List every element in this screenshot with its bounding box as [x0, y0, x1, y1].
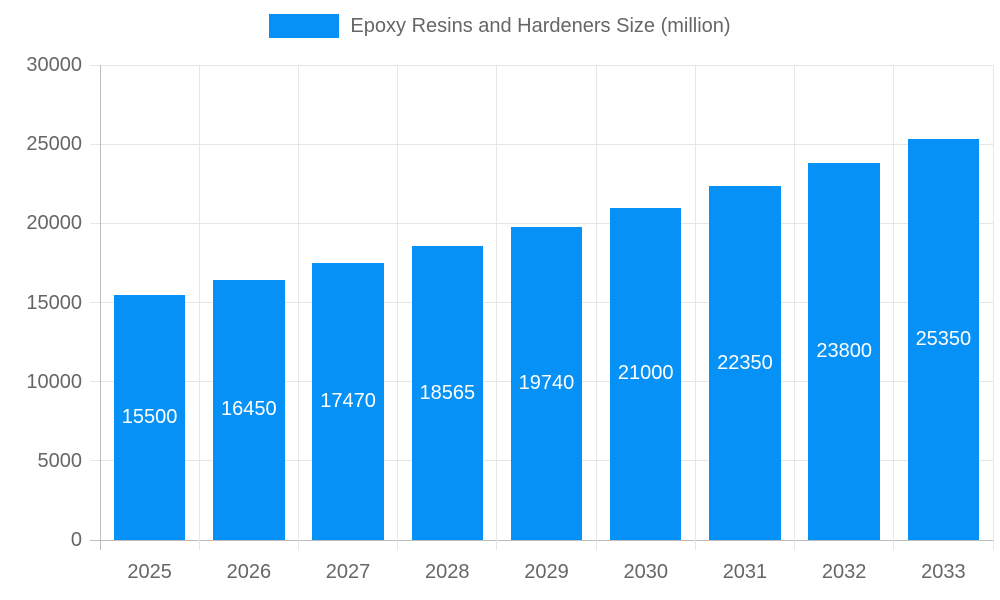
- x-gridline: [496, 65, 498, 550]
- bar: 17470: [312, 263, 384, 540]
- x-tick-label: 2032: [821, 561, 867, 583]
- x-gridline: [893, 65, 895, 550]
- bar: 19740: [510, 227, 583, 540]
- bar-value-label: 18565: [419, 381, 476, 404]
- x-gridline: [694, 65, 696, 550]
- bar: 22350: [709, 186, 781, 540]
- x-gridline: [794, 65, 796, 550]
- y-tick-label: 20000: [26, 212, 82, 235]
- y-tick-label: 30000: [26, 54, 82, 76]
- legend-swatch: [269, 14, 340, 38]
- x-tick-label: 2030: [623, 561, 668, 583]
- x-gridline: [397, 65, 399, 550]
- x-gridline: [99, 65, 101, 550]
- bar: 15500: [113, 294, 186, 540]
- y-tick-label: 0: [70, 529, 82, 551]
- y-tick-label: 10000: [26, 370, 82, 393]
- x-gridline: [595, 65, 597, 550]
- x-gridline: [198, 65, 200, 550]
- y-tick-label: 15000: [26, 291, 82, 314]
- legend-label: Epoxy Resins and Hardeners Size (million…: [350, 14, 731, 37]
- x-tick-label: 2026: [226, 561, 272, 583]
- bar: 21000: [610, 207, 682, 540]
- x-tick-label: 2028: [425, 561, 470, 583]
- x-gridline: [992, 65, 994, 550]
- bar-value-label: 22350: [717, 351, 773, 374]
- x-tick-label: 2025: [127, 561, 172, 583]
- bar-value-label: 15500: [121, 405, 178, 428]
- x-tick-label: 2027: [325, 561, 371, 583]
- y-gridline: [90, 222, 993, 224]
- y-tick-label: 5000: [37, 449, 83, 472]
- legend[interactable]: Epoxy Resins and Hardeners Size (million…: [0, 14, 1000, 38]
- bar-value-label: 21000: [617, 362, 674, 385]
- bar: 18565: [411, 246, 483, 540]
- bar-value-label: 23800: [816, 340, 872, 363]
- bar-value-label: 17470: [320, 390, 376, 413]
- bar: 16450: [213, 279, 285, 540]
- x-tick-label: 2033: [921, 561, 966, 583]
- x-gridline: [297, 65, 299, 550]
- y-gridline: [90, 539, 993, 541]
- bar: 25350: [907, 138, 980, 540]
- y-gridline: [90, 143, 993, 145]
- bar-value-label: 25350: [915, 327, 972, 350]
- y-gridline: [90, 64, 993, 66]
- bar-value-label: 16450: [221, 398, 277, 421]
- y-tick-label: 25000: [26, 133, 82, 156]
- x-tick-label: 2031: [722, 561, 768, 583]
- x-tick-label: 2029: [524, 561, 569, 583]
- bar-value-label: 19740: [518, 372, 575, 395]
- bar: 23800: [808, 163, 880, 540]
